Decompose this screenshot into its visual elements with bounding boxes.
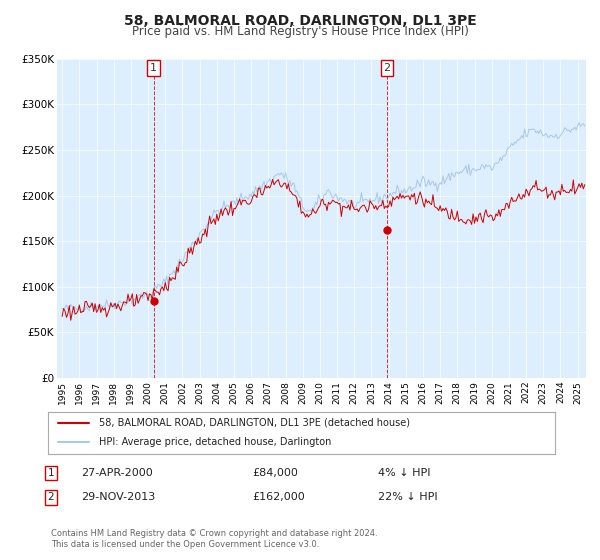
Text: 27-APR-2000: 27-APR-2000 (81, 468, 153, 478)
Text: HPI: Average price, detached house, Darlington: HPI: Average price, detached house, Darl… (98, 437, 331, 447)
Text: 22% ↓ HPI: 22% ↓ HPI (378, 492, 437, 502)
Text: This data is licensed under the Open Government Licence v3.0.: This data is licensed under the Open Gov… (51, 540, 319, 549)
Text: 58, BALMORAL ROAD, DARLINGTON, DL1 3PE (detached house): 58, BALMORAL ROAD, DARLINGTON, DL1 3PE (… (98, 418, 410, 428)
Text: Price paid vs. HM Land Registry's House Price Index (HPI): Price paid vs. HM Land Registry's House … (131, 25, 469, 38)
Text: £162,000: £162,000 (252, 492, 305, 502)
Text: 29-NOV-2013: 29-NOV-2013 (81, 492, 155, 502)
Text: 1: 1 (150, 63, 157, 73)
Text: 2: 2 (47, 492, 55, 502)
Text: 2: 2 (383, 63, 391, 73)
Text: 4% ↓ HPI: 4% ↓ HPI (378, 468, 431, 478)
Text: £84,000: £84,000 (252, 468, 298, 478)
Text: Contains HM Land Registry data © Crown copyright and database right 2024.: Contains HM Land Registry data © Crown c… (51, 529, 377, 538)
Text: 58, BALMORAL ROAD, DARLINGTON, DL1 3PE: 58, BALMORAL ROAD, DARLINGTON, DL1 3PE (124, 14, 476, 28)
Text: 1: 1 (47, 468, 55, 478)
